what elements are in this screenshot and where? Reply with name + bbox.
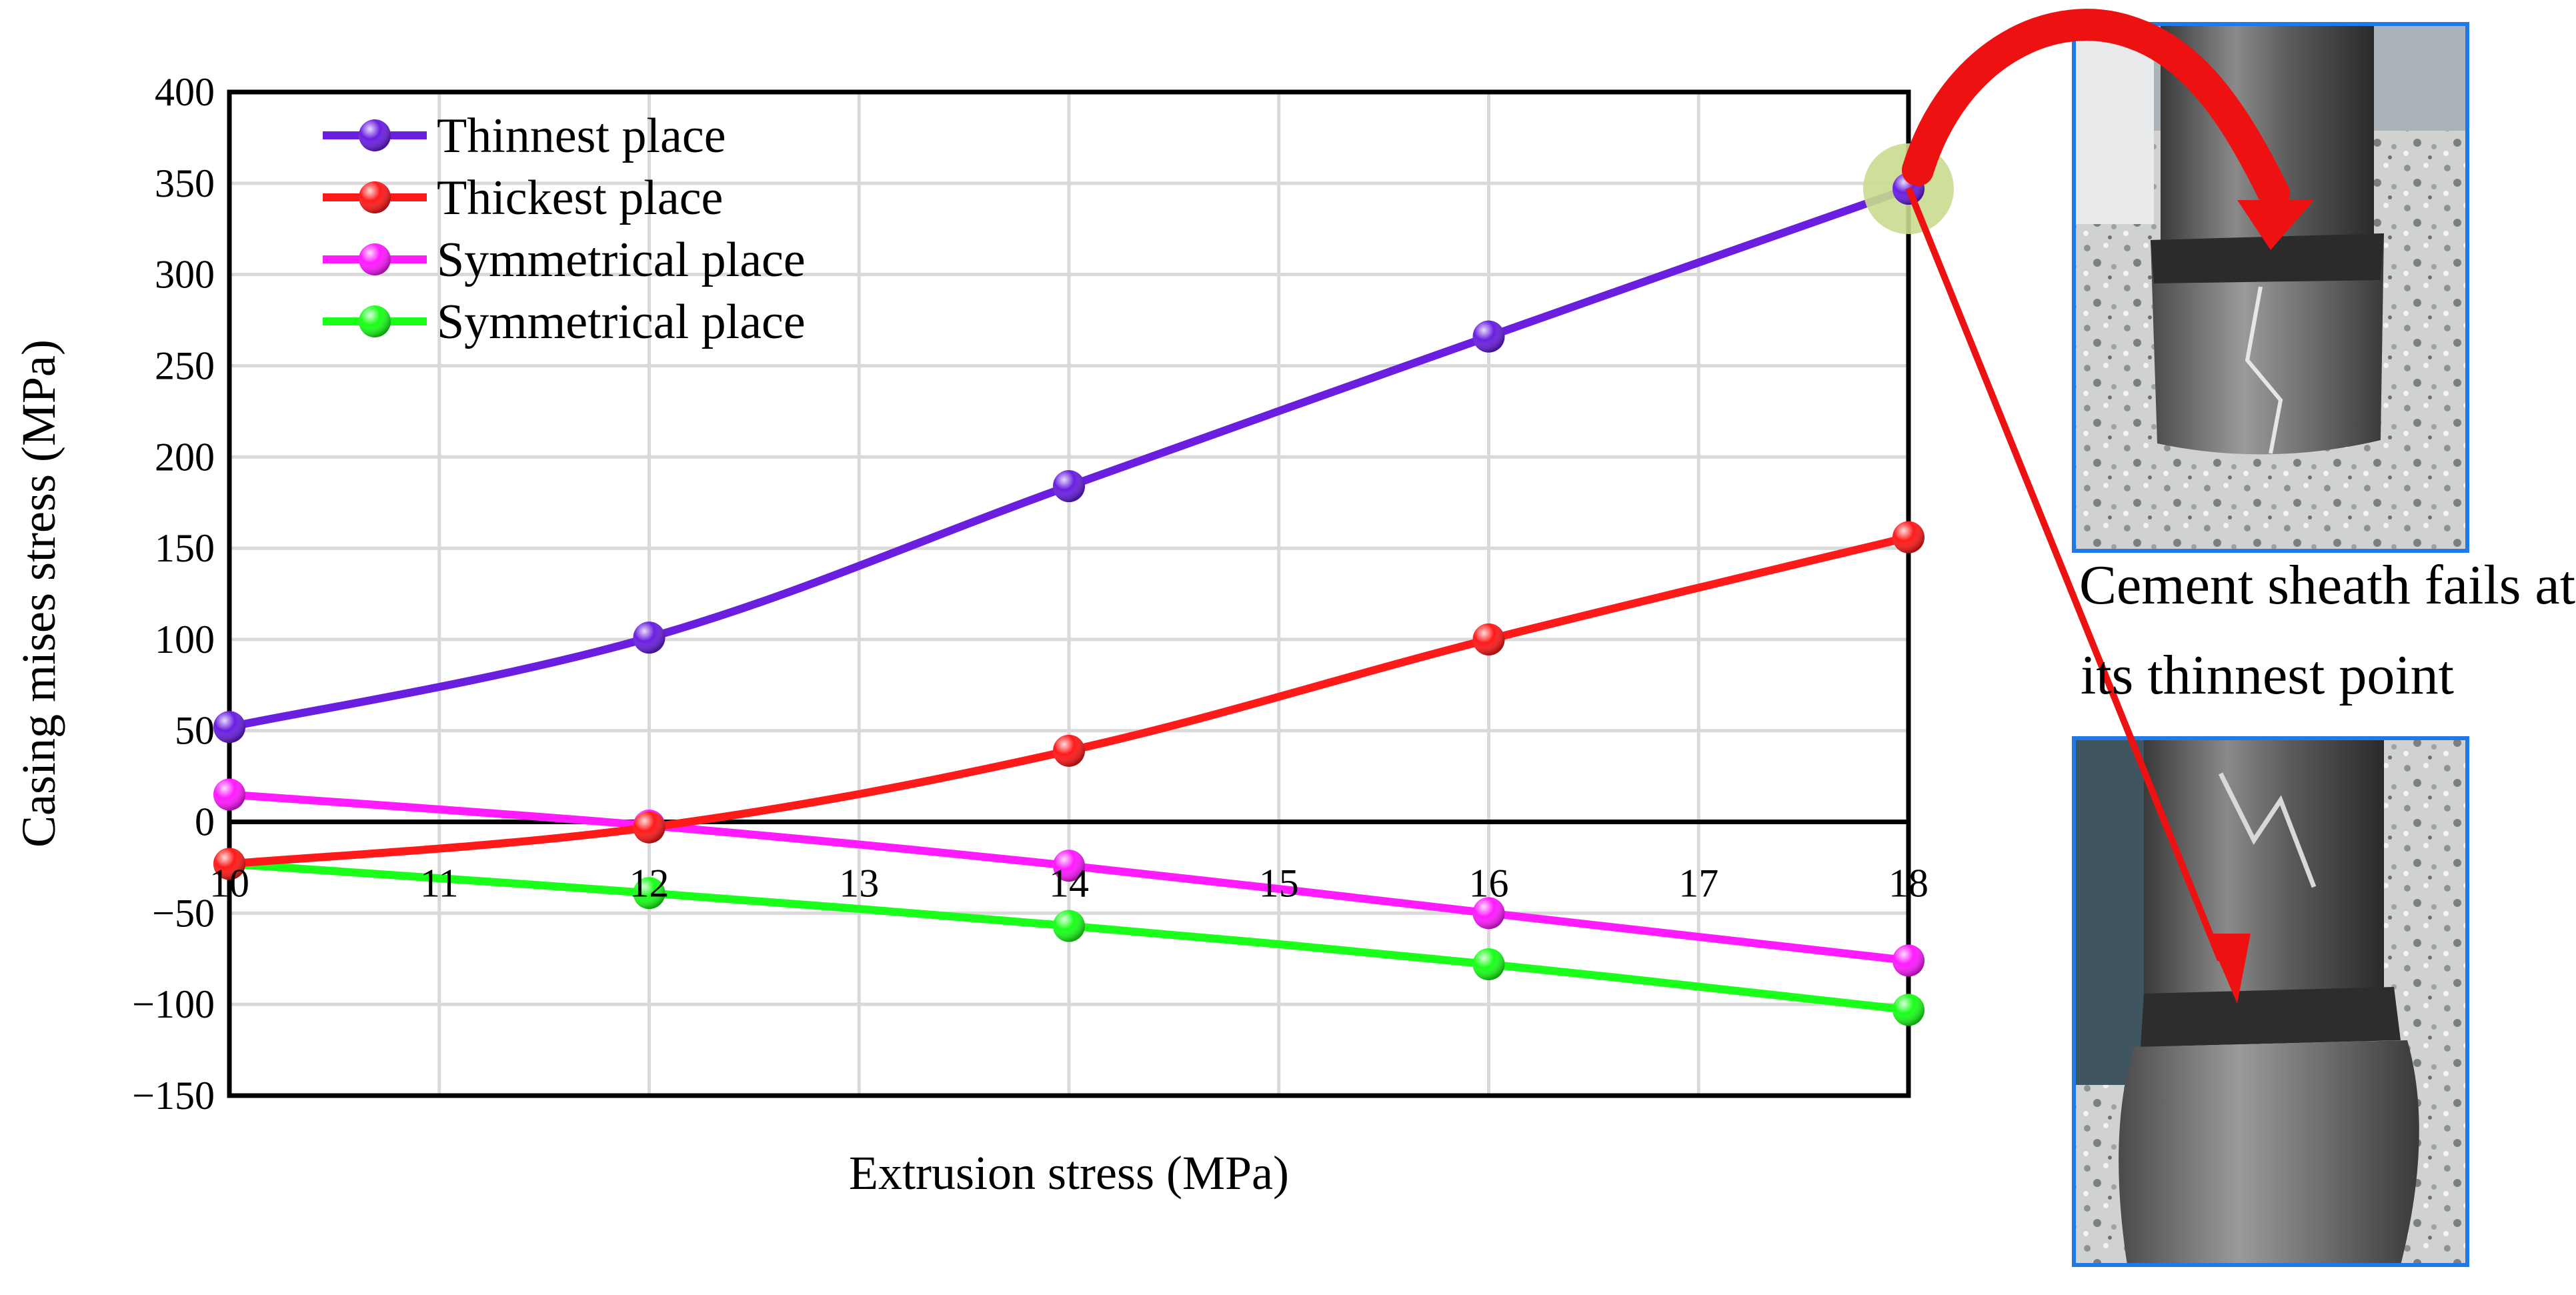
x-tick-label: 13 [839,862,879,906]
data-point-series-0 [1053,470,1085,503]
y-tick-label: 350 [155,161,215,205]
cement-sheath-photo-bottom [2072,736,2469,1267]
data-point-series-2 [213,778,245,811]
y-tick-label: −50 [152,891,215,935]
legend-label: Thinnest place [437,109,726,163]
cement-sheath-photo-top [2072,22,2469,553]
y-tick-label: 400 [155,70,215,114]
plot-area: −150 −100 −50 0 50 100 150 200 250 300 350 400 10 11 1… [132,70,1954,1118]
data-point-series-0 [1472,320,1505,353]
failure-caption-line2: its thinnest point [2081,644,2454,706]
legend-item-3: Symmetrical place [323,295,806,349]
data-point-series-3 [1892,994,1924,1026]
data-point-series-1 [633,811,666,844]
x-tick-label: 10 [209,862,249,906]
y-tick-label: −150 [132,1074,215,1118]
y-axis-title: Casing mises stress (MPa) [12,339,65,848]
data-point-series-2 [1892,944,1924,977]
data-point-series-1 [213,848,245,880]
y-tick-label: 200 [155,435,215,479]
data-point-series-2 [1053,850,1085,882]
data-point-series-3 [1472,948,1505,980]
legend: Thinnest place Thickest place Symmetrical … [323,109,806,349]
y-tick-label: 250 [155,343,215,387]
data-point-series-3 [633,877,666,910]
legend-label: Thickest place [437,171,723,225]
data-point-series-2 [1472,897,1505,930]
data-point-series-3 [1053,910,1085,942]
y-tick-label: 0 [195,800,215,844]
data-point-series-1 [1892,521,1924,553]
x-tick-label: 15 [1259,862,1299,906]
x-tick-label: 18 [1888,862,1928,906]
x-tick-label: 17 [1678,862,1718,906]
axes [227,89,1911,1098]
y-tick-label: 300 [155,253,215,297]
plot-frame [227,89,1911,1098]
legend-item-2: Symmetrical place [323,233,806,287]
x-tick-label: 14 [1049,862,1089,906]
y-tick-label: 100 [155,617,215,662]
data-point-series-1 [1053,734,1085,767]
data-point-series-0 [633,621,666,654]
x-tick-label: 16 [1469,862,1509,906]
x-tick-label: 11 [420,862,459,906]
failure-annotation [1902,9,2314,1004]
legend-label: Symmetrical place [437,295,806,349]
x-tick-label: 12 [629,862,670,906]
legend-item-1: Thickest place [323,171,723,225]
x-axis-title: Extrusion stress (MPa) [849,1146,1289,1200]
legend-label: Symmetrical place [437,233,806,287]
data-point-series-0 [213,711,245,744]
y-tick-label: 50 [175,709,215,753]
data-point-series-1 [1472,623,1505,656]
legend-item-0: Thinnest place [323,109,726,163]
y-tick-label: 150 [155,526,215,570]
failure-caption-line1: Cement sheath fails at [2079,554,2575,616]
y-tick-label: −100 [132,982,215,1026]
tick-labels: −150 −100 −50 0 50 100 150 200 250 300 350 400 10 11 1… [132,70,1928,1118]
